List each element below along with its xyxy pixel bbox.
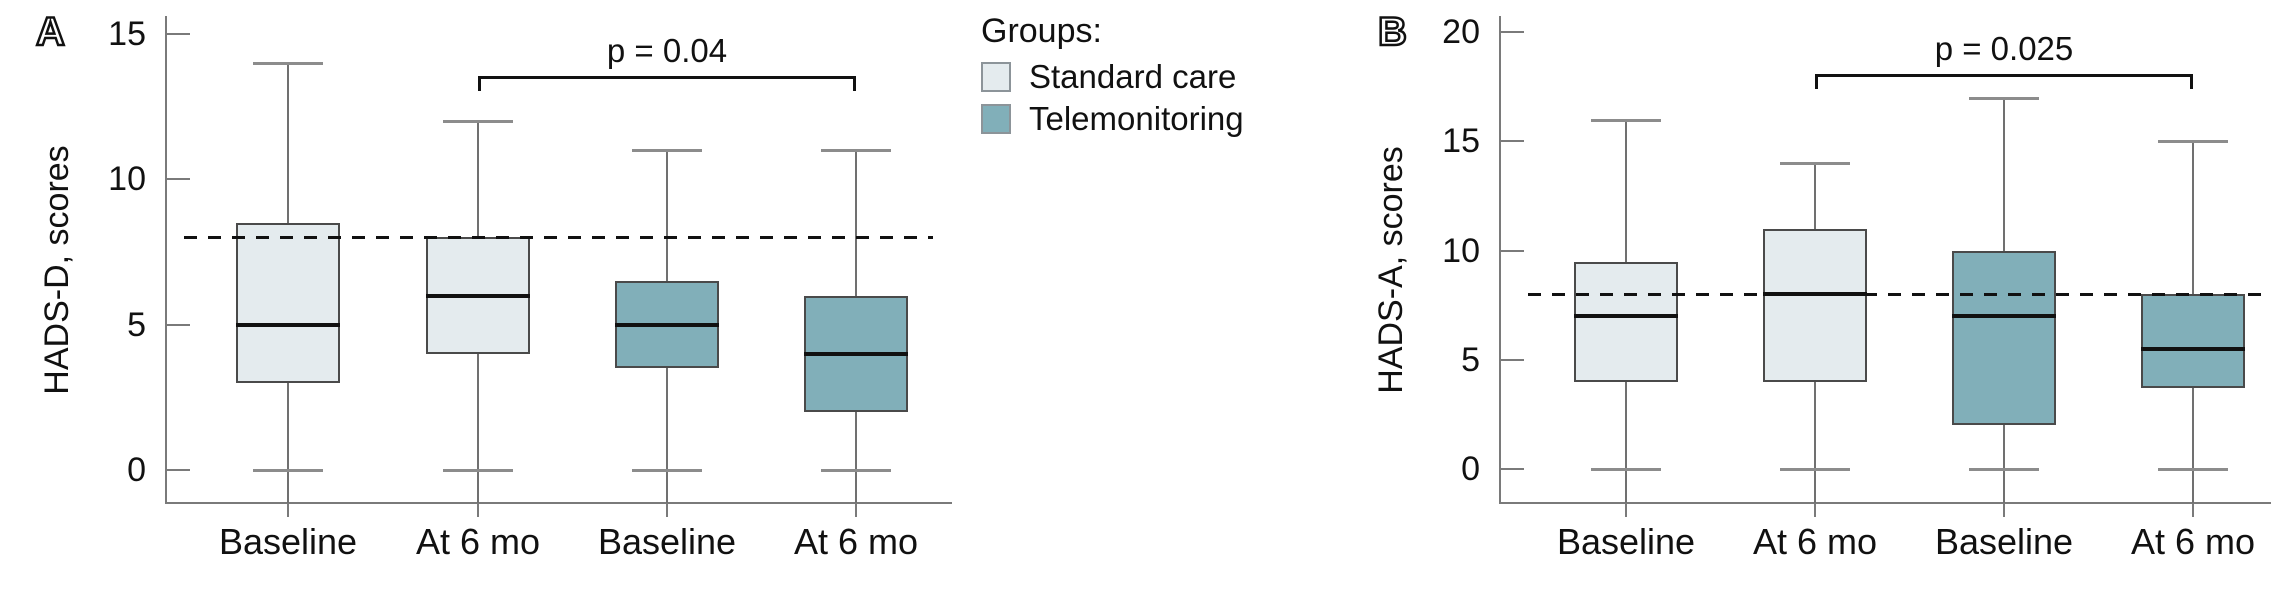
whisker-cap-max (253, 62, 323, 66)
y-tick-b-10 (1500, 249, 1524, 252)
x-category-label-a-1: At 6 mo (415, 521, 541, 562)
y-tick-label-b-5: 5 (1461, 340, 1480, 379)
y-tick-label-b-10: 10 (1442, 231, 1480, 270)
whisker-cap-max (1591, 118, 1661, 122)
significance-bracket-b (1815, 74, 2193, 78)
median-line (804, 351, 908, 356)
whisker-cap-min (253, 469, 323, 472)
significance-bracket-end-right (2190, 74, 2193, 90)
whisker-cap-min (443, 469, 513, 472)
median-line (1952, 314, 2056, 319)
x-tick-b-1 (1814, 504, 1816, 517)
whisker-cap-max (1969, 96, 2039, 100)
whisker-cap-max (632, 149, 702, 153)
y-tick-label-a-15: 15 (108, 14, 146, 53)
x-axis-a (165, 502, 952, 504)
legend-label-standard-care: Standard care (1029, 58, 1237, 95)
x-tick-a-2 (666, 504, 668, 517)
boxplot-box-b-1 (1763, 228, 1867, 382)
x-category-label-a-2: Baseline (597, 521, 737, 562)
whisker-cap-max (821, 149, 891, 153)
x-tick-a-1 (477, 504, 479, 517)
telemonitoring-swatch-icon (981, 104, 1011, 134)
significance-bracket-end-left (478, 76, 481, 92)
x-axis-b (1499, 502, 2271, 504)
median-line (615, 322, 719, 327)
y-tick-a-0 (166, 469, 190, 471)
boxplot-box-b-3 (2141, 294, 2245, 389)
legend-item-standard-care: Standard care (981, 58, 1244, 95)
whisker-cap-min (632, 469, 702, 472)
dashed-reference-line-b (1528, 292, 2271, 296)
y-tick-b-20 (1500, 31, 1524, 34)
panel-letter-b: B (1377, 10, 1408, 54)
whisker-cap-min (1591, 468, 1661, 471)
whisker-cap-max (443, 120, 513, 124)
x-category-label-b-2: Baseline (1934, 521, 2074, 562)
x-tick-a-0 (287, 504, 289, 517)
boxplot-box-b-0 (1574, 261, 1678, 382)
p-value-label-a: p = 0.04 (606, 31, 728, 69)
y-tick-label-b-0: 0 (1461, 450, 1480, 488)
x-tick-b-2 (2003, 504, 2005, 517)
y-tick-a-15 (166, 32, 190, 35)
legend-label-telemonitoring: Telemonitoring (1029, 100, 1244, 137)
x-category-label-a-3: At 6 mo (793, 521, 919, 562)
y-tick-a-5 (166, 323, 190, 326)
boxplot-box-a-0 (236, 222, 340, 383)
median-line (1574, 314, 1678, 319)
x-category-label-b-3: At 6 mo (2130, 521, 2256, 562)
y-axis-title-a: HADS-D, scores (38, 145, 76, 395)
boxplot-box-b-2 (1952, 250, 2056, 426)
median-line (426, 293, 530, 298)
y-tick-label-a-5: 5 (127, 305, 146, 344)
y-tick-label-b-20: 20 (1442, 13, 1480, 52)
whisker-cap-max (1780, 162, 1850, 166)
y-tick-b-5 (1500, 358, 1524, 361)
whisker-cap-min (821, 469, 891, 472)
whisker-cap-min (2158, 468, 2228, 471)
significance-bracket-a (478, 76, 856, 80)
dashed-reference-line-a (184, 235, 933, 239)
y-tick-a-10 (166, 178, 190, 181)
significance-bracket-end-right (853, 76, 856, 92)
y-tick-b-15 (1500, 140, 1524, 143)
panel-letter-a: A (35, 10, 66, 54)
y-tick-label-b-15: 15 (1442, 122, 1480, 161)
y-axis-a (165, 16, 167, 503)
y-tick-label-a-0: 0 (127, 451, 146, 489)
median-line (236, 322, 340, 327)
whisker-cap-min (1969, 468, 2039, 471)
legend-title: Groups: (981, 12, 1102, 50)
x-category-label-b-1: At 6 mo (1752, 521, 1878, 562)
y-tick-label-a-10: 10 (108, 160, 146, 199)
legend-item-telemonitoring: Telemonitoring (981, 100, 1244, 137)
y-axis-b (1499, 16, 1501, 503)
x-category-label-a-0: Baseline (218, 521, 358, 562)
p-value-label-b: p = 0.025 (1934, 29, 2074, 67)
median-line (2141, 346, 2245, 351)
y-tick-b-0 (1500, 468, 1524, 470)
whisker-cap-min (1780, 468, 1850, 471)
x-tick-b-3 (2192, 504, 2194, 517)
legend: Groups: Standard care Telemonitoring (981, 12, 1244, 137)
whisker-cap-max (2158, 140, 2228, 144)
x-tick-b-0 (1625, 504, 1627, 517)
x-category-label-b-0: Baseline (1556, 521, 1696, 562)
significance-bracket-end-left (1815, 74, 1818, 90)
standard-care-swatch-icon (981, 62, 1011, 92)
x-tick-a-3 (855, 504, 857, 517)
